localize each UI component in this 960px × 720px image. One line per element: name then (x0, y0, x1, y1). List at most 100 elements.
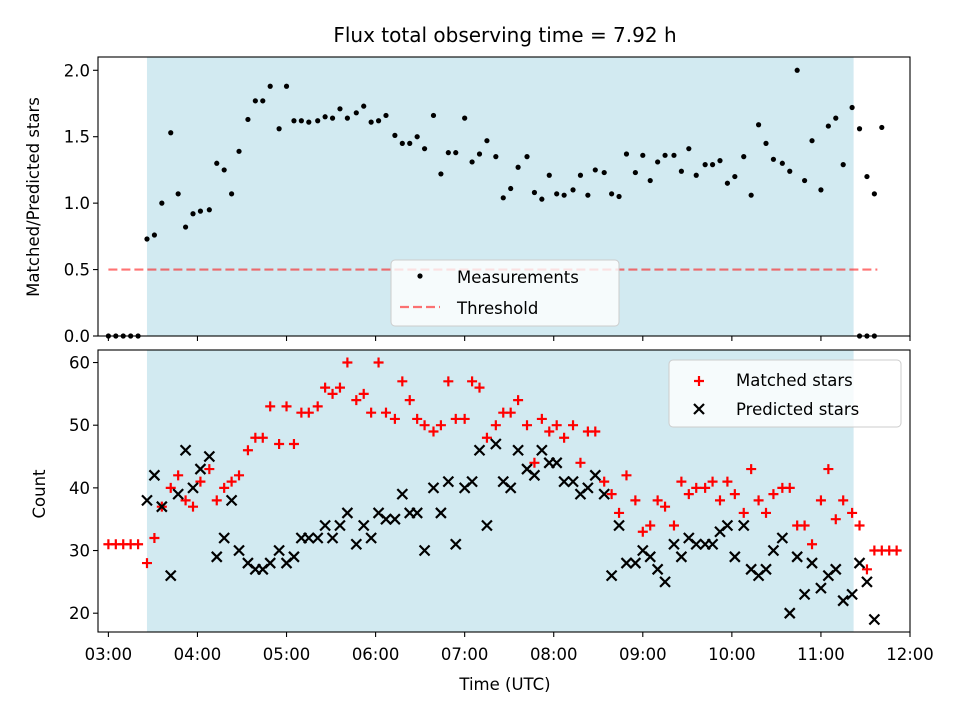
matched-star-point (575, 457, 586, 468)
measurement-point (577, 172, 584, 178)
y-tick-label: 60 (69, 354, 90, 373)
matched-star-point (467, 376, 478, 387)
measurement-point (647, 177, 653, 184)
predicted-star-point (783, 607, 796, 619)
predicted-star-point (861, 576, 873, 588)
ratio-panel: 0.0 0.5 1.0 1.5 2.0 Measurements Threshold (64, 56, 911, 346)
measurement-point (430, 112, 437, 119)
matched-star-point (513, 395, 524, 406)
measurement-point (353, 110, 359, 116)
predicted-star-point (806, 557, 818, 569)
predicted-star-point (798, 588, 811, 601)
matched-star-point (351, 395, 362, 406)
measurement-point (414, 134, 420, 140)
predicted-star-point (651, 563, 664, 576)
predicted-star-point (303, 532, 315, 544)
legend-label-matched: Matched stars (736, 371, 853, 390)
matched-star-point (481, 432, 492, 443)
matched-star-point (568, 420, 579, 431)
measurement-point (291, 118, 297, 124)
x-tick-label: 07:00 (441, 645, 489, 664)
matched-star-point (334, 382, 345, 393)
measurement-point (337, 106, 343, 112)
measurement-point (825, 123, 831, 129)
measurement-point (260, 98, 266, 104)
measurement-point (182, 224, 189, 230)
measurement-point (206, 207, 212, 213)
x-tick-label: 04:00 (174, 645, 222, 664)
predicted-star-point (179, 444, 192, 457)
predicted-star-point (644, 551, 656, 563)
matched-star-point (474, 382, 485, 393)
matched-star-point (891, 545, 902, 556)
predicted-star-point (365, 532, 377, 544)
predicted-star-point (815, 582, 827, 594)
measurement-point (871, 191, 877, 197)
matched-star-point (691, 482, 702, 493)
measurement-point (623, 151, 630, 157)
matched-star-point (366, 407, 377, 418)
measurement-point (515, 164, 521, 170)
y-tick-label: 0.0 (64, 327, 90, 346)
measurement-point (818, 187, 824, 193)
measurement-point (500, 195, 506, 201)
measurement-point (856, 126, 863, 132)
measurement-point (159, 200, 165, 206)
measurement-point (561, 192, 567, 198)
measurement-point (748, 192, 754, 198)
measurement-point (175, 191, 181, 197)
matched-star-point (529, 457, 540, 468)
predicted-star-point (776, 532, 789, 544)
predicted-star-point (326, 532, 339, 544)
predicted-star-point (598, 488, 610, 500)
matched-star-point (815, 495, 826, 506)
predicted-star-point (481, 519, 493, 532)
predicted-star-point (466, 475, 478, 488)
measurement-point (849, 104, 855, 111)
matched-star-point (700, 482, 711, 493)
measurement-point (709, 162, 716, 168)
measurement-point (655, 159, 661, 165)
predicted-star-point (141, 494, 153, 507)
measurement-point (306, 119, 312, 125)
predicted-star-point (449, 538, 462, 551)
predicted-star-point (218, 532, 230, 544)
x-tick-label: 08:00 (530, 645, 578, 664)
measurement-point (554, 191, 560, 197)
y-tick-label: 1.5 (64, 128, 90, 147)
measurement-point (724, 180, 731, 186)
measurement-point (592, 167, 598, 173)
predicted-star-point (357, 519, 370, 532)
measurement-point (732, 173, 738, 180)
measurement-point (809, 138, 815, 144)
matched-star-point (559, 432, 570, 443)
measurement-point (252, 98, 258, 104)
chart-title: Flux total observing time = 7.92 h (333, 23, 676, 47)
matched-star-point (288, 439, 299, 449)
predicted-star-point (233, 544, 245, 557)
predicted-star-point (567, 475, 579, 488)
predicted-star-point (729, 551, 741, 563)
predicted-star-point (868, 613, 881, 626)
matched-star-point (630, 495, 641, 506)
matched-star-point (807, 539, 818, 550)
matched-star-point (683, 489, 694, 500)
predicted-star-point (721, 519, 734, 532)
legend-label-predicted: Predicted stars (736, 400, 859, 419)
measurement-point (283, 83, 290, 89)
matched-star-point (729, 489, 740, 500)
predicted-star-point (164, 569, 177, 582)
measurement-point (469, 159, 475, 165)
measurement-point (151, 232, 158, 238)
matched-star-point (389, 413, 400, 424)
matched-star-point (188, 501, 199, 512)
measurement-point (802, 177, 808, 184)
matched-star-point (443, 376, 454, 387)
predicted-star-point (791, 551, 803, 563)
measurement-point (662, 152, 668, 158)
measurement-point (392, 132, 398, 138)
matched-star-point (505, 407, 516, 418)
measurement-point (763, 140, 769, 146)
matched-star-point (219, 482, 230, 493)
